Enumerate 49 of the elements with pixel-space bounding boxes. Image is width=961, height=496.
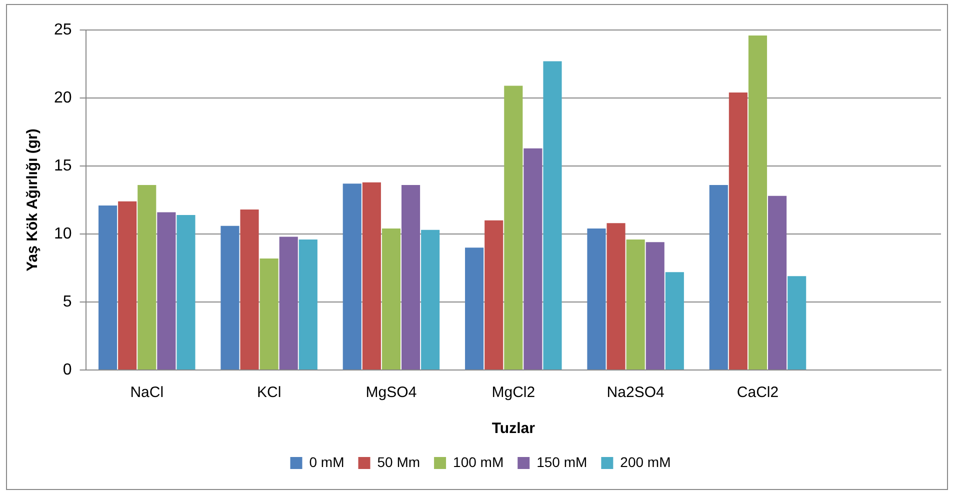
bar (788, 276, 806, 370)
bar (768, 196, 787, 370)
bar (504, 86, 523, 370)
legend-label: 200 mM (620, 454, 671, 470)
y-tick-label: 25 (54, 21, 72, 38)
bar (728, 92, 748, 370)
bar (382, 228, 401, 370)
x-tick-label: KCl (256, 384, 282, 402)
x-tick-label: Na2SO4 (606, 384, 664, 402)
bar (646, 242, 664, 370)
bar (421, 230, 440, 370)
y-tick-label: 15 (54, 157, 72, 174)
bar (279, 236, 298, 370)
bar (220, 226, 240, 370)
bar (362, 182, 381, 370)
bar (465, 248, 484, 370)
y-tick-label: 20 (54, 89, 72, 106)
y-tick-label: 0 (62, 361, 72, 378)
x-tick-label: MgSO4 (366, 384, 417, 402)
x-tick-label: MgCl2 (492, 384, 536, 402)
legend-label: 100 mM (453, 454, 504, 470)
y-axis-title: Yaş Kök Ağırlığı (gr) (24, 128, 42, 272)
bar (118, 201, 137, 370)
bar (524, 148, 542, 370)
bar (587, 228, 606, 370)
bar (240, 210, 259, 370)
bar (260, 258, 278, 370)
bar (606, 223, 626, 370)
y-tick-label: 5 (62, 293, 72, 310)
bar (665, 272, 684, 370)
bar (157, 212, 176, 370)
bar (748, 35, 768, 370)
bar (98, 205, 118, 370)
y-tick-label: 10 (54, 225, 72, 242)
x-axis-title: Tuzlar (492, 420, 536, 438)
bar (138, 185, 156, 370)
bar (543, 61, 562, 370)
bar (626, 239, 645, 370)
bar (401, 185, 420, 370)
legend-label: 50 Mm (377, 454, 420, 470)
legend-label: 150 mM (536, 454, 588, 470)
x-tick-label: NaCl (130, 384, 164, 402)
bar (342, 184, 362, 370)
bar (484, 220, 504, 370)
bar (176, 214, 196, 370)
bar (298, 239, 318, 370)
x-tick-label: CaCl2 (736, 384, 779, 402)
legend-label: 0 mM (309, 454, 344, 470)
bar (709, 185, 728, 370)
